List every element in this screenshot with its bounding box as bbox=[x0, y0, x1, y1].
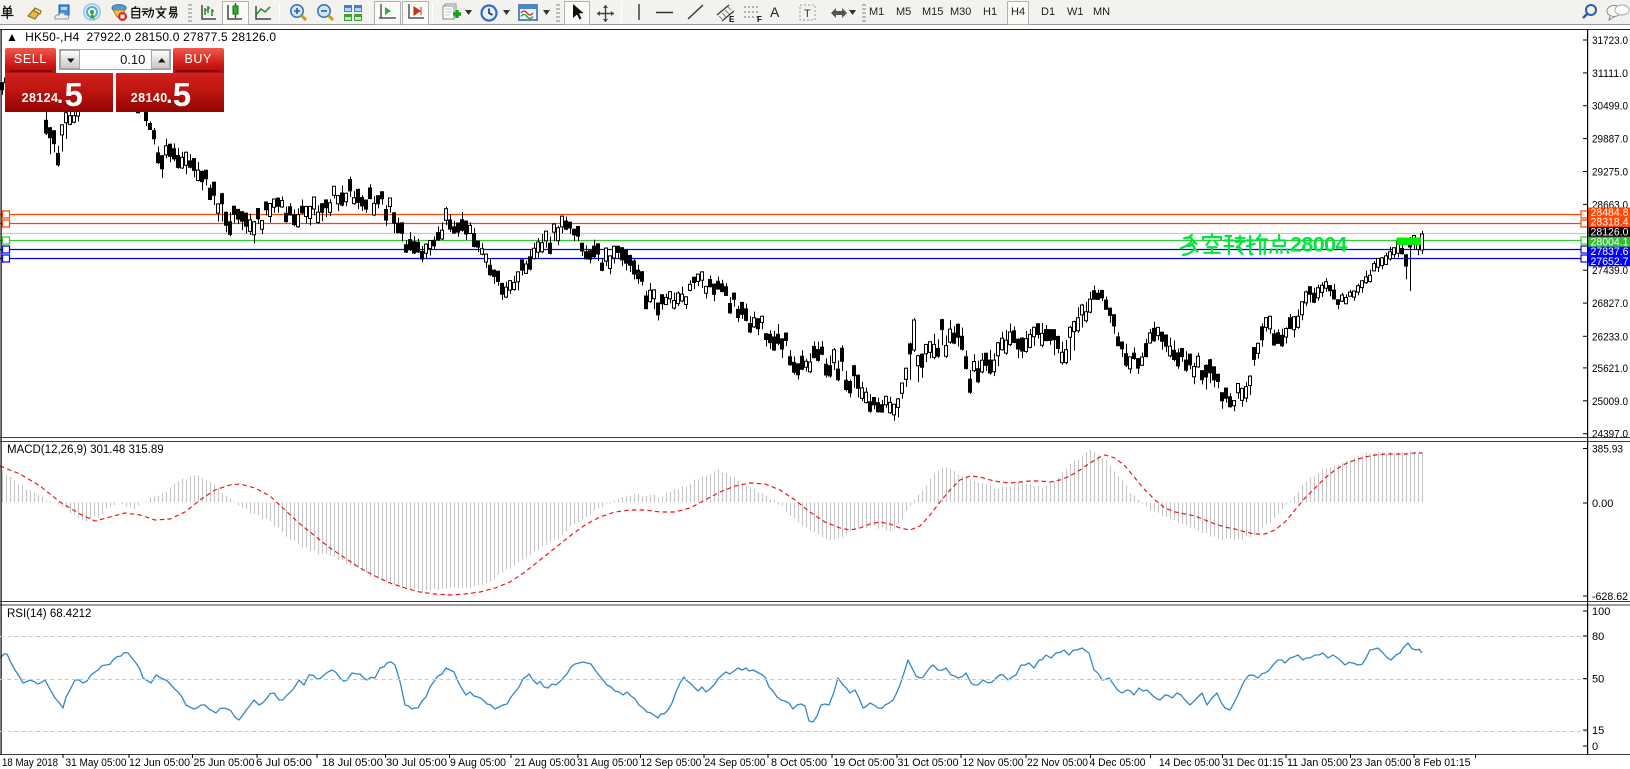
svg-text:4 Dec 05:00: 4 Dec 05:00 bbox=[1090, 757, 1146, 769]
svg-text:28004: 28004 bbox=[1290, 233, 1347, 257]
svg-text:T: T bbox=[804, 8, 811, 20]
svg-text:24 Sep 05:00: 24 Sep 05:00 bbox=[705, 757, 766, 769]
svg-text:28004.1: 28004.1 bbox=[1591, 236, 1629, 248]
svg-text:12 Nov 05:00: 12 Nov 05:00 bbox=[963, 757, 1024, 769]
svg-text:-628.62: -628.62 bbox=[1592, 591, 1628, 603]
svg-text:50: 50 bbox=[1592, 674, 1604, 686]
svg-text:F: F bbox=[757, 15, 762, 24]
svg-text:27652.7: 27652.7 bbox=[1591, 256, 1629, 268]
svg-text:30499.0: 30499.0 bbox=[1592, 101, 1628, 113]
svg-text:31723.0: 31723.0 bbox=[1592, 35, 1628, 47]
svg-text:100: 100 bbox=[1592, 606, 1610, 618]
svg-text:31 Oct 05:00: 31 Oct 05:00 bbox=[898, 757, 959, 769]
svg-text:385.93: 385.93 bbox=[1592, 444, 1623, 456]
svg-text:25621.0: 25621.0 bbox=[1592, 363, 1628, 375]
svg-text:27439.0: 27439.0 bbox=[1592, 265, 1628, 277]
svg-text:RSI(14) 68.4212: RSI(14) 68.4212 bbox=[7, 608, 91, 620]
svg-text:0: 0 bbox=[1592, 741, 1598, 753]
svg-text:80: 80 bbox=[1592, 631, 1604, 643]
svg-text:28484.8: 28484.8 bbox=[1591, 207, 1629, 219]
svg-text:MACD(12,26,9) 301.48 315.89: MACD(12,26,9) 301.48 315.89 bbox=[7, 444, 164, 456]
svg-text:8 Oct 05:00: 8 Oct 05:00 bbox=[771, 757, 827, 769]
svg-text:31 Dec 01:15: 31 Dec 01:15 bbox=[1223, 757, 1284, 769]
svg-text:11 Jan 05:00: 11 Jan 05:00 bbox=[1287, 757, 1348, 769]
svg-text:29887.0: 29887.0 bbox=[1592, 134, 1628, 146]
svg-text:18 Jul 05:00: 18 Jul 05:00 bbox=[322, 757, 383, 769]
svg-text:8 Feb 01:15: 8 Feb 01:15 bbox=[1415, 757, 1471, 769]
svg-text:31 Aug 05:00: 31 Aug 05:00 bbox=[577, 757, 638, 769]
svg-text:24397.0: 24397.0 bbox=[1592, 429, 1628, 441]
svg-text:26233.0: 26233.0 bbox=[1592, 331, 1628, 343]
svg-text:19 Oct 05:00: 19 Oct 05:00 bbox=[834, 757, 895, 769]
svg-text:25 Jun 05:00: 25 Jun 05:00 bbox=[194, 757, 255, 769]
svg-text:15: 15 bbox=[1592, 725, 1604, 737]
svg-text:30 Jul 05:00: 30 Jul 05:00 bbox=[386, 757, 447, 769]
svg-text:28126.0: 28126.0 bbox=[1591, 227, 1629, 239]
svg-text:31111.0: 31111.0 bbox=[1592, 68, 1628, 80]
svg-text:6 Jul 05:00: 6 Jul 05:00 bbox=[256, 757, 312, 769]
svg-text:21 Aug 05:00: 21 Aug 05:00 bbox=[515, 757, 576, 769]
svg-text:23 Jan 05:00: 23 Jan 05:00 bbox=[1351, 757, 1412, 769]
svg-text:12 Sep 05:00: 12 Sep 05:00 bbox=[641, 757, 702, 769]
svg-text:18 May 2018: 18 May 2018 bbox=[2, 757, 58, 769]
svg-text:26827.0: 26827.0 bbox=[1592, 298, 1628, 310]
svg-text:0.00: 0.00 bbox=[1592, 498, 1613, 510]
svg-text:E: E bbox=[729, 15, 735, 24]
svg-text:14 Dec 05:00: 14 Dec 05:00 bbox=[1159, 757, 1220, 769]
svg-text:9 Aug 05:00: 9 Aug 05:00 bbox=[450, 757, 506, 769]
svg-text:28318.4: 28318.4 bbox=[1591, 217, 1629, 229]
svg-text:31 May 05:00: 31 May 05:00 bbox=[66, 757, 127, 769]
svg-text:25009.0: 25009.0 bbox=[1592, 396, 1628, 408]
svg-text:29275.0: 29275.0 bbox=[1592, 167, 1628, 179]
svg-text:12 Jun 05:00: 12 Jun 05:00 bbox=[129, 757, 190, 769]
svg-text:27837.6: 27837.6 bbox=[1591, 246, 1629, 258]
svg-text:22 Nov 05:00: 22 Nov 05:00 bbox=[1027, 757, 1088, 769]
